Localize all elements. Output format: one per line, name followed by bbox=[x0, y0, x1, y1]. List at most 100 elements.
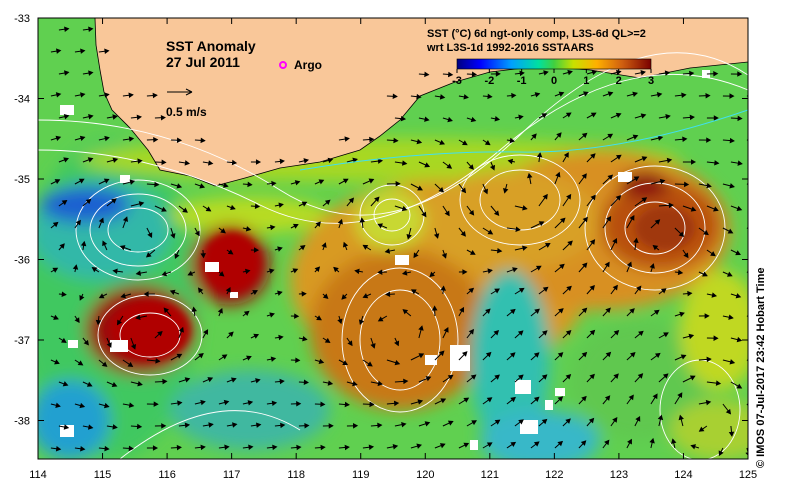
velocity-vector-head bbox=[706, 182, 712, 189]
velocity-vector-head bbox=[510, 308, 516, 315]
velocity-vector-head bbox=[607, 133, 614, 139]
velocity-vector-head bbox=[714, 160, 720, 166]
velocity-vector-head bbox=[205, 206, 212, 212]
velocity-vector-head bbox=[424, 116, 430, 122]
velocity-vector-head bbox=[557, 352, 564, 358]
velocity-vector-head bbox=[713, 335, 719, 341]
velocity-vector-head bbox=[87, 424, 94, 430]
velocity-vector-head bbox=[272, 444, 278, 451]
velocity-vector-head bbox=[79, 295, 85, 301]
velocity-vector-head bbox=[615, 154, 622, 160]
colorbar-tick-label: -3 bbox=[452, 75, 462, 87]
velocity-vector-head bbox=[157, 330, 163, 337]
velocity-vector-head bbox=[377, 422, 383, 429]
velocity-vector-head bbox=[638, 330, 644, 337]
velocity-vector-head bbox=[590, 153, 596, 159]
velocity-vector-head bbox=[612, 238, 618, 244]
sst-field bbox=[38, 18, 748, 459]
velocity-vector-head bbox=[279, 158, 285, 165]
velocity-vector-head bbox=[79, 135, 86, 142]
velocity-vector-head bbox=[485, 351, 492, 358]
velocity-vector-head bbox=[230, 377, 237, 383]
velocity-vector-head bbox=[299, 245, 306, 251]
velocity-vector-head bbox=[657, 414, 664, 421]
colorbar-tick-label: 3 bbox=[648, 75, 654, 87]
velocity-vector-head bbox=[629, 214, 635, 221]
velocity-vector-head bbox=[563, 152, 569, 158]
velocity-vector-head bbox=[447, 71, 454, 78]
colorbar-ticks: -3 -2 -1 0 1 2 3 bbox=[452, 69, 654, 87]
velocity-vector-head bbox=[702, 271, 708, 277]
velocity-vector-head bbox=[604, 439, 610, 446]
velocity-vector-head bbox=[607, 174, 614, 180]
velocity-vector-head bbox=[612, 417, 618, 423]
velocity-vector-head bbox=[294, 180, 301, 186]
velocity-vector-head bbox=[628, 394, 634, 401]
velocity-vector-head bbox=[362, 293, 369, 299]
velocity-vector-head bbox=[271, 180, 277, 187]
velocity-vector-head bbox=[459, 306, 465, 313]
velocity-vector-head bbox=[515, 226, 521, 232]
velocity-vector-head bbox=[227, 249, 234, 255]
velocity-vector-head bbox=[292, 268, 299, 274]
velocity-vector-head bbox=[176, 183, 183, 189]
velocity-vector-head bbox=[689, 114, 695, 121]
velocity-vector-head bbox=[447, 116, 453, 123]
velocity-vector-head bbox=[534, 92, 541, 98]
velocity-vector-head bbox=[581, 395, 587, 402]
velocity-vector-head bbox=[762, 117, 766, 121]
velocity-vector-head bbox=[128, 136, 135, 142]
velocity-vector-head bbox=[102, 240, 108, 247]
velocity-vector-head bbox=[200, 137, 206, 144]
velocity-vector-head bbox=[292, 223, 299, 229]
velocity-vector-head bbox=[103, 402, 110, 409]
velocity-vector-head bbox=[269, 312, 275, 318]
velocity-vector-head bbox=[679, 311, 685, 317]
velocity-vector-head bbox=[277, 246, 283, 252]
velocity-vector-head bbox=[485, 308, 491, 314]
velocity-vector-head bbox=[417, 399, 424, 405]
velocity-vector-head bbox=[463, 442, 470, 448]
velocity-vector-head bbox=[358, 319, 365, 326]
velocity-vector-head bbox=[55, 48, 62, 54]
velocity-vector-head bbox=[635, 415, 641, 422]
velocity-vector-head bbox=[736, 336, 743, 343]
velocity-vector-head bbox=[737, 71, 743, 77]
velocity-vector-head bbox=[567, 69, 573, 76]
velocity-vector-head bbox=[174, 253, 180, 259]
velocity-vector-head bbox=[666, 157, 673, 164]
velocity-vector-head bbox=[130, 344, 137, 350]
velocity-vector-head bbox=[615, 112, 622, 118]
velocity-vector-head bbox=[687, 290, 693, 297]
velocity-vector-head bbox=[493, 330, 500, 336]
velocity-vector-head bbox=[683, 252, 689, 259]
velocity-vector-head bbox=[52, 267, 59, 273]
velocity-vector-head bbox=[104, 92, 110, 98]
velocity-vector-head bbox=[689, 70, 695, 77]
velocity-scale-label: 0.5 m/s bbox=[166, 105, 207, 119]
velocity-vector-head bbox=[710, 251, 716, 257]
velocity-vector-head bbox=[154, 181, 160, 188]
velocity-vector-head bbox=[425, 376, 432, 382]
velocity-vector-head bbox=[705, 92, 711, 99]
velocity-vector-head bbox=[55, 135, 62, 142]
velocity-vector-head bbox=[729, 183, 735, 189]
velocity-vector-head bbox=[542, 286, 549, 292]
velocity-vector-head bbox=[200, 253, 206, 259]
velocity-vector-head bbox=[75, 219, 81, 226]
velocity-vector-head bbox=[184, 377, 191, 383]
velocity-vector-head bbox=[342, 360, 349, 365]
velocity-vector-head bbox=[377, 380, 384, 387]
velocity-vector-head bbox=[543, 70, 549, 76]
velocity-vector-head bbox=[63, 70, 70, 76]
velocity-vector-head bbox=[302, 336, 308, 342]
velocity-vector-head bbox=[737, 160, 743, 166]
velocity-vector-head bbox=[438, 350, 445, 357]
velocity-vector-head bbox=[462, 140, 468, 146]
velocity-vector-head bbox=[668, 202, 674, 209]
velocity-vector-head bbox=[689, 375, 696, 381]
velocity-vector-head bbox=[296, 444, 302, 451]
velocity-vector-head bbox=[321, 242, 327, 248]
velocity-vector-head bbox=[418, 325, 424, 331]
velocity-vector-head bbox=[535, 265, 542, 271]
